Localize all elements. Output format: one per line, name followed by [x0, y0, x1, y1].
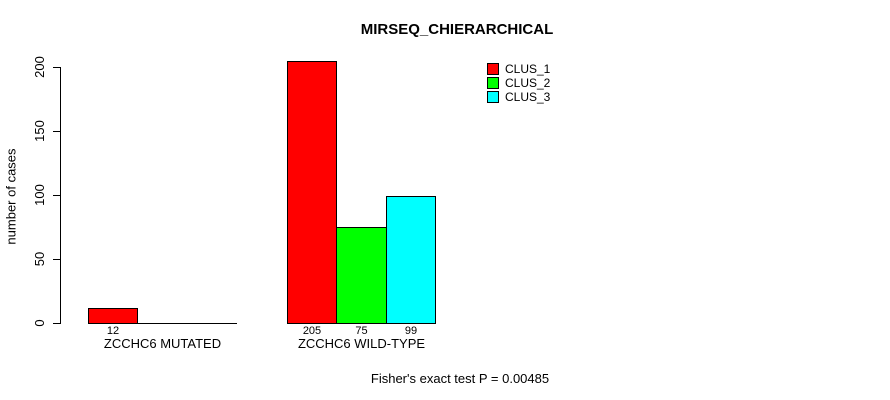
- y-axis-tick: [53, 131, 60, 132]
- category-label: ZCCHC6 MUTATED: [103, 336, 222, 351]
- legend-row: CLUS_2: [487, 76, 550, 90]
- y-axis-tick: [53, 323, 60, 324]
- bar-clus_1: [88, 308, 138, 324]
- y-axis-tick-label: 150: [32, 120, 47, 142]
- y-axis-tick: [53, 259, 60, 260]
- bar-value-label: 99: [404, 325, 418, 337]
- x-axis-baseline: [88, 323, 237, 324]
- y-axis-tick: [53, 195, 60, 196]
- legend-swatch-clus_3: [487, 91, 499, 103]
- y-axis-title: number of cases: [3, 148, 19, 245]
- y-axis-tick-label: 0: [32, 319, 47, 327]
- legend: CLUS_1 CLUS_2 CLUS_3: [487, 62, 550, 104]
- chart-title: MIRSEQ_CHIERARCHICAL: [360, 21, 554, 38]
- y-axis-tick-label: 100: [32, 184, 47, 206]
- y-axis-line: [60, 67, 61, 324]
- legend-label: CLUS_3: [505, 90, 551, 104]
- bar-clus_3: [386, 196, 436, 324]
- bar-clus_1: [287, 61, 337, 324]
- bar-clus_2: [336, 227, 387, 324]
- y-axis-tick-label: 50: [32, 251, 47, 267]
- bar-value-label: 75: [355, 325, 368, 337]
- legend-label: CLUS_1: [505, 62, 551, 76]
- legend-label: CLUS_2: [505, 76, 551, 90]
- legend-row: CLUS_1: [487, 62, 550, 76]
- y-axis-tick-label: 200: [32, 56, 47, 78]
- legend-swatch-clus_2: [487, 77, 499, 89]
- y-axis-tick: [53, 67, 60, 68]
- category-label: ZCCHC6 WILD-TYPE: [297, 336, 426, 351]
- bar-value-label: 205: [302, 325, 322, 337]
- legend-row: CLUS_3: [487, 90, 550, 104]
- annotation-fisher-test: Fisher's exact test P = 0.00485: [370, 371, 550, 386]
- bar-value-label: 12: [106, 325, 120, 337]
- legend-swatch-clus_1: [487, 63, 499, 75]
